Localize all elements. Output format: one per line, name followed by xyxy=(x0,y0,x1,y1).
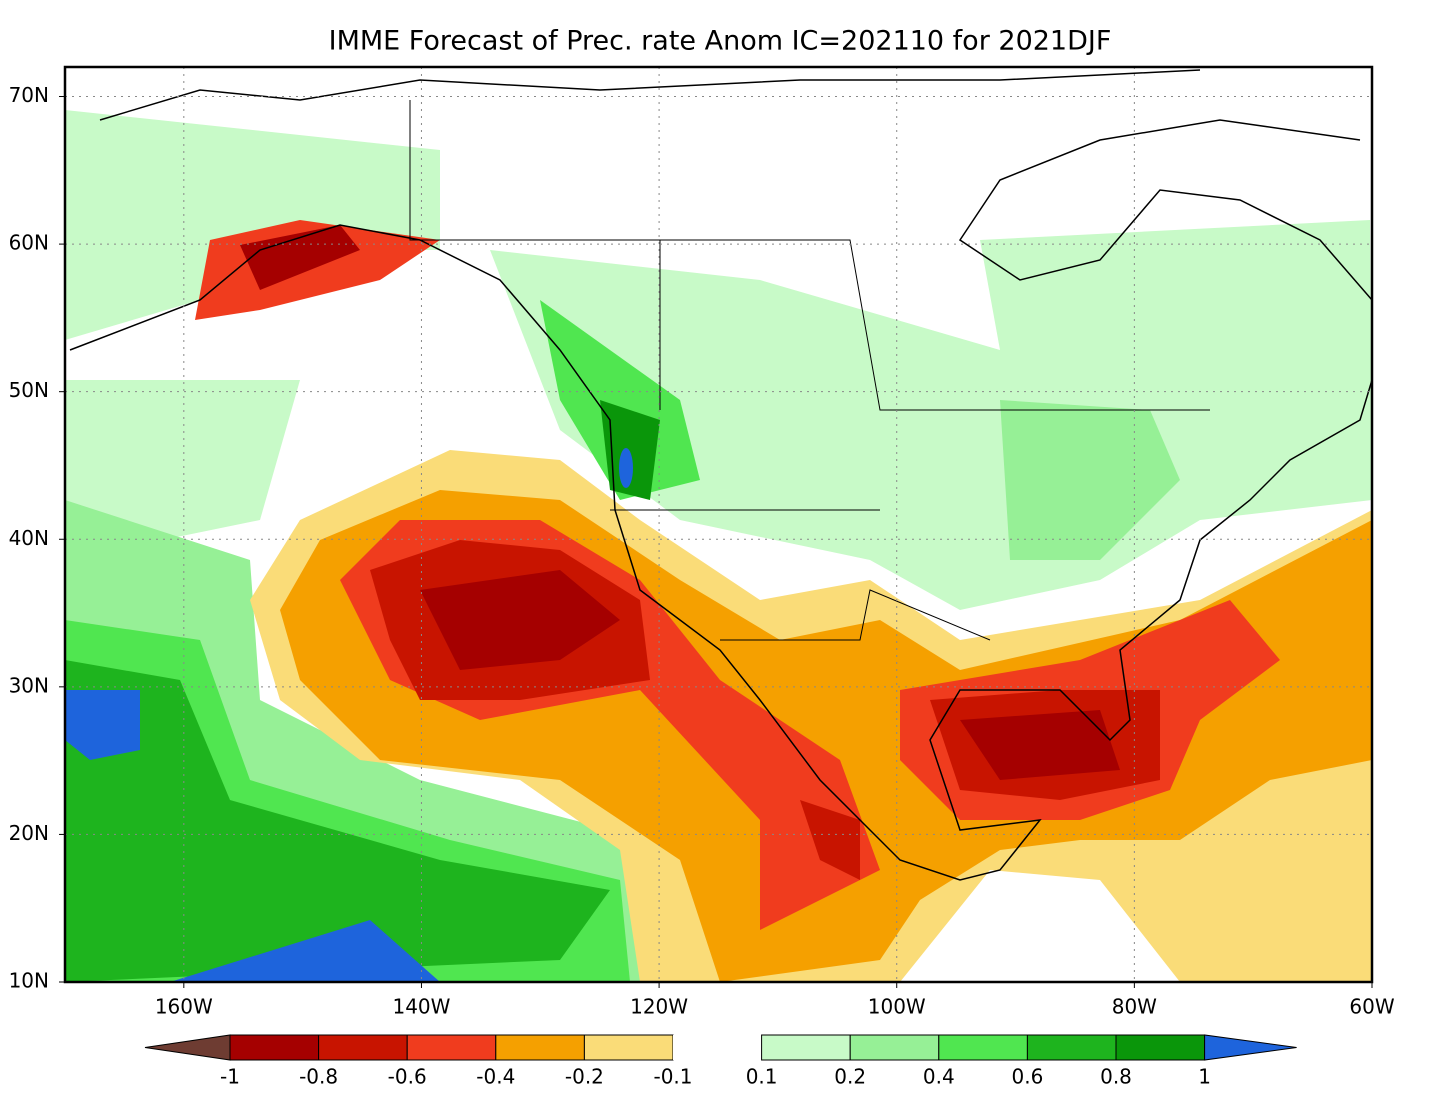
anomaly-field xyxy=(65,69,1372,982)
coastline xyxy=(69,69,1372,881)
colorbar: -1 -0.8 -0.6 -0.4 -0.2 -0.1 0.1 0.2 0.4 0.6 0.8 1 xyxy=(144,1034,1297,1089)
field xyxy=(65,110,440,340)
colorbar-box xyxy=(761,1034,851,1061)
colorbar-label: -0.1 xyxy=(653,1065,692,1089)
lon-label: 120W xyxy=(630,995,688,1019)
field xyxy=(240,225,360,290)
colorbar-label: 0.8 xyxy=(1100,1065,1132,1089)
field xyxy=(540,300,700,500)
lat-label: 40N xyxy=(9,526,49,550)
lon-label: 160W xyxy=(155,995,213,1019)
lat-label: 60N xyxy=(9,231,49,255)
field xyxy=(960,710,1120,780)
colorbar-label: 0.1 xyxy=(746,1065,778,1089)
colorbar-label: 0.2 xyxy=(834,1065,866,1089)
lat-label: 70N xyxy=(9,83,49,107)
field xyxy=(65,660,610,982)
field xyxy=(65,380,300,560)
map-title: IMME Forecast of Prec. rate Anom IC=2021… xyxy=(329,26,1112,57)
field xyxy=(170,920,440,982)
lon-label: 100W xyxy=(868,995,926,1019)
colorbar-box xyxy=(849,1034,940,1061)
colorbar-label: 0.6 xyxy=(1011,1065,1043,1089)
field xyxy=(619,448,633,488)
colorbar-box xyxy=(673,1035,762,1060)
lon-label: 80W xyxy=(1112,995,1157,1019)
graticule: 10N 20N 30N 40N 50N 60N 70N 160W 140W 120W 100W 80W… xyxy=(9,67,1395,1019)
colorbar-label: -1 xyxy=(220,1065,240,1089)
colorbar-box xyxy=(583,1034,674,1061)
colorbar-label: 1 xyxy=(1198,1065,1211,1089)
colorbar-box xyxy=(938,1034,1028,1061)
colorbar-label: -0.8 xyxy=(299,1065,338,1089)
colorbar-extend-high xyxy=(1204,1034,1297,1061)
field xyxy=(800,800,860,880)
colorbar-box xyxy=(1115,1034,1206,1061)
colorbar-box xyxy=(318,1034,408,1061)
lat-label: 10N xyxy=(9,969,49,993)
field xyxy=(420,570,620,670)
lon-label: 60W xyxy=(1349,995,1394,1019)
colorbar-label: -0.2 xyxy=(565,1065,604,1089)
field xyxy=(600,400,660,500)
colorbar-box xyxy=(406,1034,497,1061)
lat-label: 30N xyxy=(9,673,49,697)
field xyxy=(1000,400,1180,560)
colorbar-label: 0.4 xyxy=(923,1065,955,1089)
lon-label: 140W xyxy=(392,995,450,1019)
lat-label: 20N xyxy=(9,821,49,845)
colorbar-label: -0.6 xyxy=(388,1065,427,1089)
colorbar-label: -0.4 xyxy=(476,1065,515,1089)
colorbar-box xyxy=(495,1034,585,1061)
colorbar-extend-low xyxy=(144,1034,231,1061)
colorbar-box xyxy=(1026,1034,1117,1061)
lat-label: 50N xyxy=(9,378,49,402)
map-frame xyxy=(63,65,1374,984)
field xyxy=(65,690,140,760)
borders xyxy=(409,100,1210,641)
field xyxy=(490,220,1372,610)
colorbar-box xyxy=(229,1034,320,1061)
